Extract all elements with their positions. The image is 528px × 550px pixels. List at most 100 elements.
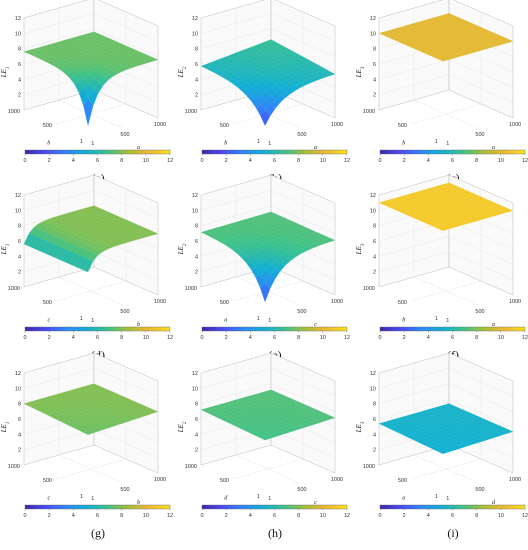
z-tick-label: 2 xyxy=(18,93,21,99)
z-tick-label: 4 xyxy=(18,254,21,260)
subplot-e: 246810121000500115001000acLE2024681012(e… xyxy=(177,174,350,362)
right-axis-tick-label: 1 xyxy=(91,496,94,502)
grid-line xyxy=(232,367,304,480)
z-axis-label-subscript: 3 xyxy=(361,66,366,69)
z-tick-label: 8 xyxy=(195,47,198,53)
right-axis-tick-label: 1 xyxy=(446,318,449,324)
z-tick-label: 4 xyxy=(373,254,376,260)
colorbar-tick-label: 6 xyxy=(451,158,454,164)
z-tick-label: 8 xyxy=(373,402,376,408)
colorbar-tick-label: 10 xyxy=(320,335,326,341)
colorbar-tick-label: 8 xyxy=(120,513,123,519)
z-axis-label: LE3 xyxy=(355,243,366,255)
colorbar-tick-label: 6 xyxy=(273,158,276,164)
right-axis-label: c xyxy=(314,322,317,328)
z-tick-label: 2 xyxy=(195,270,198,276)
z-axis-label-subscript: 1 xyxy=(6,67,11,70)
colorbar-bar xyxy=(24,504,171,510)
z-tick-label: 6 xyxy=(373,239,376,245)
colorbar: 0 2 4 6 8 10 12 xyxy=(378,149,528,164)
colorbar-tick-label: 8 xyxy=(297,335,300,341)
grid-line xyxy=(200,190,336,219)
left-axis-label: b xyxy=(47,141,50,147)
origin-tick-label: 1 xyxy=(435,494,438,500)
colorbar-tick-label: 0 xyxy=(23,513,26,519)
left-axis-tick-label: 500 xyxy=(398,478,407,484)
z-tick-label: 8 xyxy=(195,224,198,230)
surface-cell xyxy=(83,98,94,126)
left-axis-label: c xyxy=(47,496,50,502)
z-tick-label: 2 xyxy=(373,448,376,454)
grid-line xyxy=(58,8,124,129)
grid-line xyxy=(378,368,514,397)
right-axis-tick-label: 1000 xyxy=(509,477,521,483)
grid-line xyxy=(378,236,514,265)
z-tick-label: 2 xyxy=(195,448,198,454)
right-axis-label: d xyxy=(492,500,496,506)
z-tick-label: 4 xyxy=(195,432,198,438)
z-tick-label: 4 xyxy=(18,432,21,438)
colorbar-tick-label: 6 xyxy=(96,513,99,519)
right-axis-tick-label: 500 xyxy=(120,132,129,138)
left-axis-tick-label: 500 xyxy=(220,300,229,306)
colorbar-tick-label: 10 xyxy=(498,335,504,341)
z-tick-label: 10 xyxy=(192,31,198,37)
colorbar-bar xyxy=(379,326,526,332)
z-tick-label: 8 xyxy=(373,47,376,53)
subplot-c: 246810121000500115001000baLE3024681012(c… xyxy=(355,0,528,185)
left-axis-tick-label: 500 xyxy=(43,478,52,484)
z-tick-label: 10 xyxy=(15,386,21,392)
surface-mesh xyxy=(200,389,336,441)
colorbar-tick-label: 0 xyxy=(200,335,203,341)
grid-line xyxy=(200,205,336,234)
grid-line xyxy=(23,368,159,397)
colorbar-tick-label: 6 xyxy=(451,335,454,341)
right-axis-tick-label: 1 xyxy=(268,141,271,147)
grid-line xyxy=(378,251,514,280)
right-axis-tick-label: 1000 xyxy=(331,299,343,305)
colorbar-tick-label: 12 xyxy=(344,158,350,164)
grid-line xyxy=(413,363,479,484)
grid-line xyxy=(378,398,514,428)
grid-line xyxy=(235,185,301,306)
grid-line xyxy=(23,190,159,219)
surface-mesh xyxy=(23,383,159,435)
colorbar-tick-label: 0 xyxy=(378,335,381,341)
right-axis-tick-label: 1000 xyxy=(509,122,521,128)
panel-label: (h) xyxy=(268,526,282,540)
colorbar-tick-label: 0 xyxy=(378,158,381,164)
z-tick-label: 12 xyxy=(370,16,376,22)
colorbar-tick-label: 4 xyxy=(72,335,75,341)
surface-mesh xyxy=(378,182,514,231)
origin-tick-label: 1 xyxy=(80,494,83,500)
z-tick-label: 2 xyxy=(373,270,376,276)
colorbar-tick-label: 2 xyxy=(403,335,406,341)
colorbar-tick-label: 6 xyxy=(451,513,454,519)
z-tick-label: 4 xyxy=(195,77,198,83)
grid-line xyxy=(232,12,304,125)
grid-line xyxy=(200,13,336,42)
z-tick-label: 12 xyxy=(370,193,376,199)
colorbar-bar xyxy=(201,504,348,510)
right-axis-tick-label: 1 xyxy=(91,141,94,147)
z-tick-label: 6 xyxy=(373,417,376,423)
surface-mesh xyxy=(378,403,514,455)
origin-tick-label: 1 xyxy=(80,139,83,145)
z-tick-label: 4 xyxy=(195,254,198,260)
colorbar-bar xyxy=(379,149,526,155)
left-axis-label: d xyxy=(224,496,228,502)
origin-tick-label: 1 xyxy=(257,494,260,500)
colorbar-tick-label: 8 xyxy=(297,158,300,164)
right-axis-tick-label: 500 xyxy=(297,309,306,315)
right-axis-tick-label: 500 xyxy=(475,309,484,315)
right-axis-tick-label: 500 xyxy=(475,487,484,493)
left-axis-tick-label: 1000 xyxy=(8,109,20,115)
left-axis-tick-label: 500 xyxy=(220,478,229,484)
origin-tick-label: 1 xyxy=(435,139,438,145)
grid-line xyxy=(235,8,301,129)
colorbar-tick-label: 10 xyxy=(143,513,149,519)
grid-line xyxy=(55,12,127,125)
right-axis-label: a xyxy=(492,145,495,151)
colorbar-tick-label: 0 xyxy=(200,513,203,519)
colorbar-tick-label: 8 xyxy=(120,158,123,164)
